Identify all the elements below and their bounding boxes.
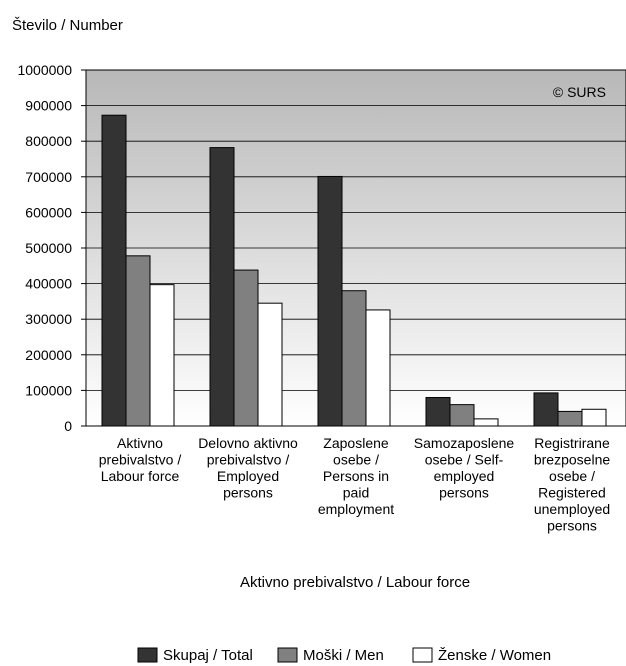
y-tick-label: 700000 — [25, 169, 72, 185]
y-axis-ticks: 0 100000 200000 300000 400000 500000 600000 700… — [17, 62, 86, 434]
y-axis-title: Število / Number — [12, 17, 123, 34]
y-tick-label: 0 — [64, 418, 72, 434]
legend: Skupaj / Total Moški / Men Ženske / Women — [137, 647, 551, 664]
y-tick-label: 400000 — [25, 276, 72, 292]
bar — [317, 175, 343, 427]
y-tick-label: 1000000 — [17, 62, 72, 78]
legend-label: Skupaj / Total — [163, 647, 253, 664]
bar — [449, 404, 475, 427]
legend-label: Ženske / Women — [438, 647, 551, 664]
bar — [125, 255, 151, 427]
y-tick-label: 600000 — [25, 204, 72, 220]
x-tick-label: Registrirane brezposelne osebe / Registered… — [534, 435, 610, 534]
bars — [101, 114, 607, 427]
bar — [557, 410, 583, 427]
bar — [233, 269, 259, 427]
bar — [533, 392, 559, 427]
legend-swatch — [412, 647, 433, 663]
bar — [257, 302, 283, 427]
y-tick-label: 300000 — [25, 311, 72, 327]
x-tick-label: Samozaposlene osebe / Self-employed person… — [414, 435, 515, 501]
bar — [425, 397, 451, 427]
x-tick-label: Aktivno prebivalstvo / Labour force — [99, 435, 182, 484]
y-tick-label: 800000 — [25, 133, 72, 149]
y-tick-label: 100000 — [25, 382, 72, 398]
x-axis-category-labels: Aktivno prebivalstvo / Labour force Delovno… — [99, 435, 611, 534]
y-tick-label: 900000 — [25, 98, 72, 114]
bar — [473, 418, 499, 427]
x-tick-label: Delovno aktivno prebivalstvo / Employed per… — [198, 435, 298, 501]
y-tick-label: 200000 — [25, 347, 72, 363]
legend-swatch — [137, 647, 158, 663]
bar — [149, 284, 175, 427]
bar — [365, 309, 391, 427]
bar — [341, 290, 367, 427]
copyright-watermark: © SURS — [553, 84, 606, 100]
x-axis-title: Aktivno prebivalstvo / Labour force — [240, 574, 470, 591]
bar — [101, 114, 127, 427]
legend-swatch — [277, 647, 298, 663]
x-tick-label: Zaposlene osebe / Persons in paid employment — [318, 435, 394, 517]
bar — [581, 408, 607, 427]
legend-label: Moški / Men — [303, 647, 384, 664]
y-tick-label: 500000 — [25, 240, 72, 256]
bar — [209, 147, 235, 427]
